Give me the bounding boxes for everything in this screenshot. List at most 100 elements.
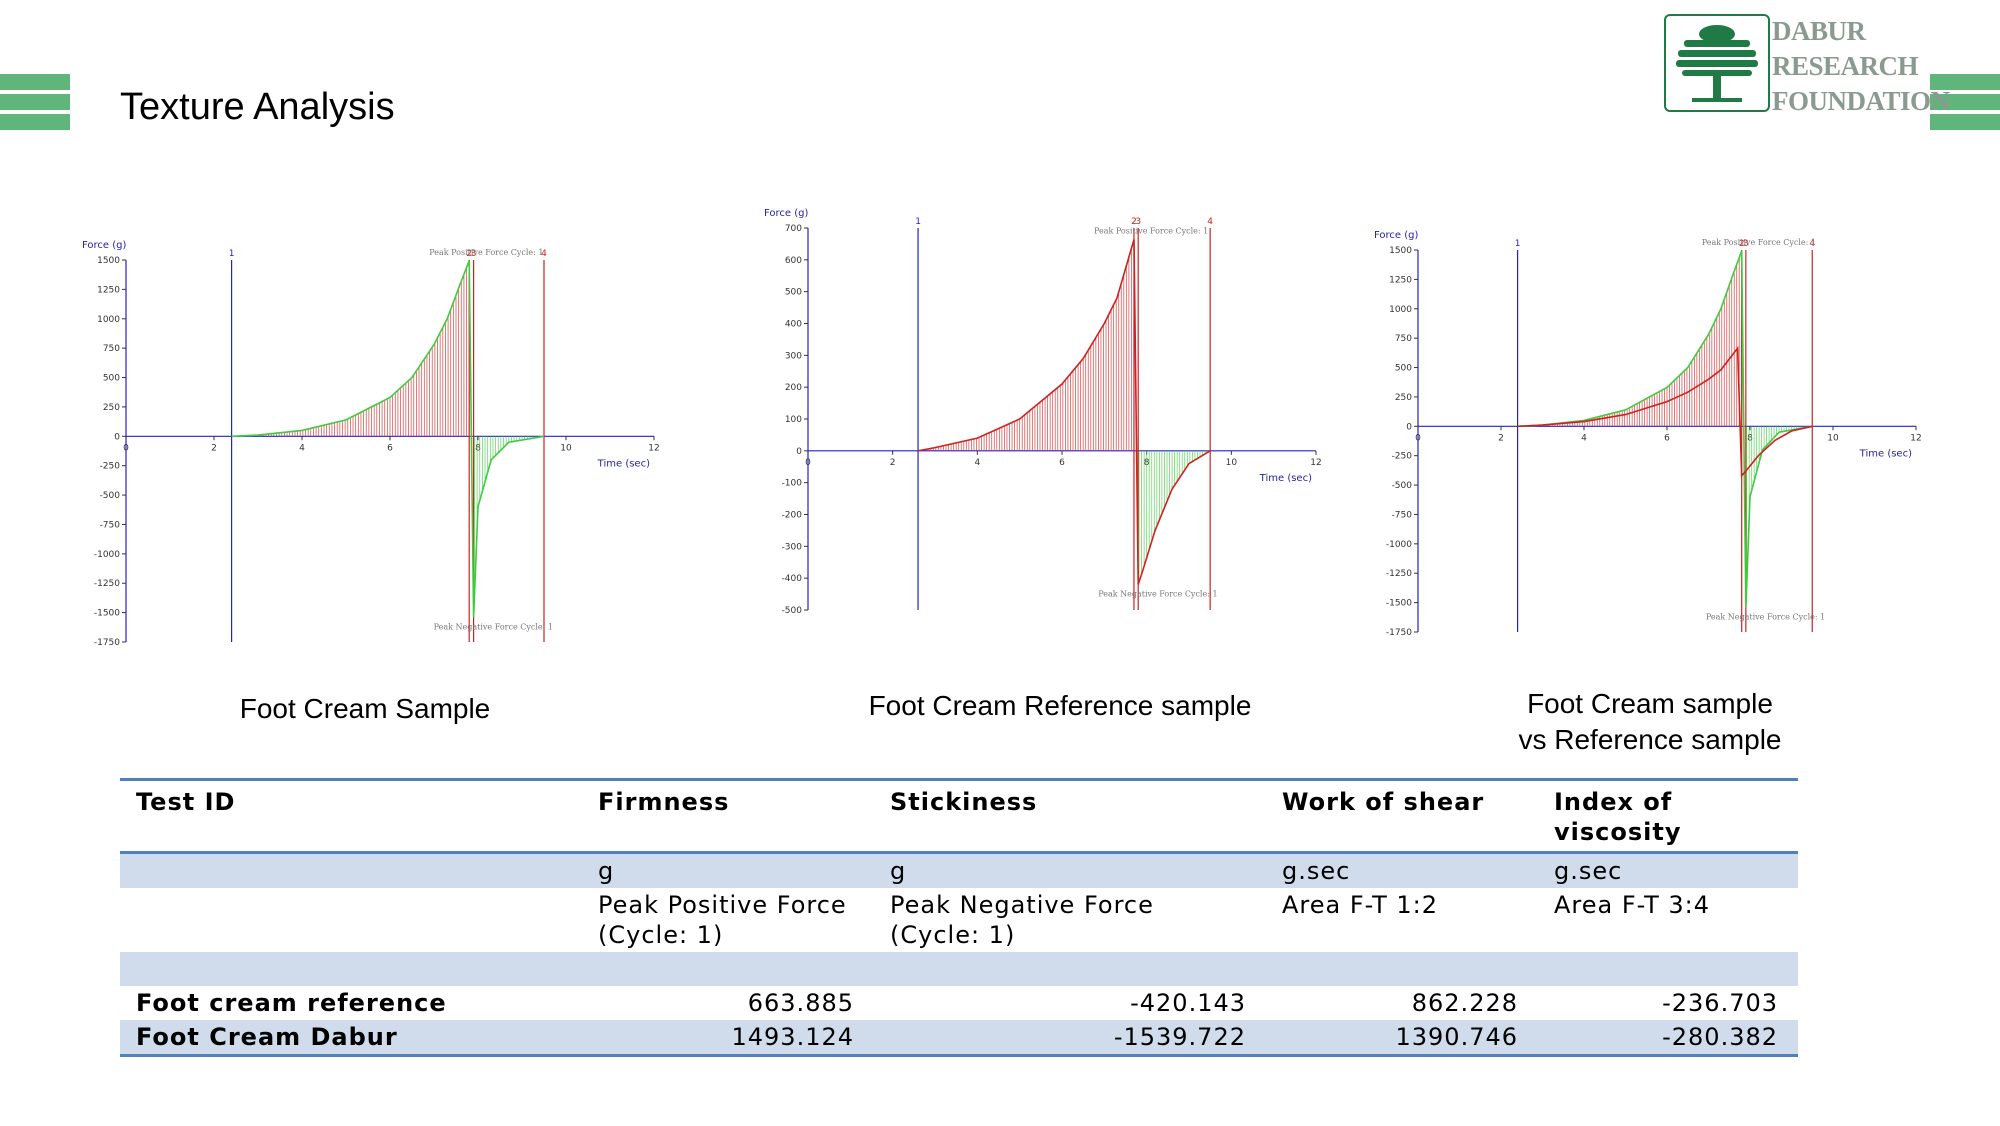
y-tick-label: 600: [785, 256, 802, 266]
y-tick-label: 500: [785, 288, 802, 298]
caption-sample-vs-reference: Foot Cream sample vs Reference sample: [1460, 686, 1840, 758]
x-tick-label: 4: [1581, 433, 1587, 443]
x-axis-label: Time (sec): [1259, 473, 1312, 484]
chart-sample-vs-reference: 1500125010007505002500-250-500-750-1000-…: [1374, 230, 1922, 638]
y-tick-label: 250: [103, 403, 120, 413]
unit-cell: [120, 852, 582, 888]
y-tick-label: -500: [1392, 481, 1413, 491]
y-tick-label: -400: [782, 574, 803, 584]
series-line: [1517, 250, 1813, 608]
header-firmness: Firmness: [582, 778, 874, 854]
header-test-id: Test ID: [120, 778, 582, 854]
y-tick-label: 1250: [1389, 275, 1412, 285]
y-tick-label: 750: [1395, 334, 1412, 344]
y-tick-label: 300: [785, 351, 802, 361]
marker-label: 1: [1515, 239, 1521, 249]
marker-label: 4: [541, 249, 547, 259]
texture-results-table: Test ID Firmness Stickiness Work of shea…: [120, 778, 1798, 1057]
x-tick-label: 8: [1747, 433, 1753, 443]
row-index-of-viscosity: -236.703: [1662, 989, 1778, 1017]
x-tick-label: 0: [123, 443, 129, 453]
marker-label: 1: [915, 217, 921, 227]
y-tick-label: 0: [114, 432, 120, 442]
caption-3-line-2: vs Reference sample: [1518, 724, 1782, 755]
x-tick-label: 2: [1498, 433, 1504, 443]
x-tick-label: 0: [805, 458, 811, 468]
left-accent-bars: [0, 74, 70, 134]
row-test-id: Foot Cream Dabur: [120, 1020, 582, 1057]
marker-label: 3: [1135, 217, 1141, 227]
x-tick-label: 12: [1310, 458, 1321, 468]
chart-foot-cream-sample: 1500125010007505002500-250-500-750-1000-…: [82, 240, 660, 648]
description-cell: Peak Negative Force (Cycle: 1): [890, 891, 1154, 949]
marker-label: 3: [471, 249, 477, 259]
y-tick-label: -1500: [94, 609, 120, 619]
peak-annotation: Peak Negative Force Cycle: 1: [434, 622, 553, 631]
header-work-of-shear: Work of shear: [1266, 778, 1538, 854]
y-tick-label: -100: [782, 479, 803, 489]
row-firmness: 663.885: [747, 989, 854, 1017]
description-cell: Peak Positive Force (Cycle: 1): [598, 891, 847, 949]
right-accent-bars: [1930, 74, 2000, 134]
y-tick-label: -1750: [94, 638, 120, 648]
y-tick-label: -1250: [1386, 569, 1412, 579]
y-tick-label: 250: [1395, 393, 1412, 403]
spacer-row: [120, 952, 1798, 986]
x-tick-label: 4: [974, 458, 980, 468]
marker-label: 2: [466, 249, 472, 259]
y-tick-label: -750: [100, 520, 121, 530]
x-tick-label: 4: [299, 443, 305, 453]
x-tick-label: 12: [648, 443, 659, 453]
y-tick-label: -750: [1392, 510, 1413, 520]
row-index-of-viscosity: -280.382: [1538, 1020, 1798, 1057]
y-axis-label: Force (g): [1374, 230, 1418, 241]
peak-annotation: Peak Negative Force Cycle: 1: [1098, 590, 1217, 599]
logo-line-3: FOUNDATION: [1772, 86, 1950, 116]
y-tick-label: 1250: [97, 285, 120, 295]
caption-3-line-1: Foot Cream sample: [1527, 688, 1773, 719]
x-tick-label: 12: [1910, 433, 1921, 443]
row-stickiness: -1539.722: [874, 1020, 1266, 1057]
marker-label: 1: [229, 249, 235, 259]
y-tick-label: 0: [796, 447, 802, 457]
y-tick-label: -1000: [94, 550, 120, 560]
y-tick-label: -1000: [1386, 540, 1412, 550]
x-tick-label: 6: [1059, 458, 1065, 468]
series-line: [1517, 346, 1813, 478]
peak-annotation: Peak Positive Force Cycle: 1: [1094, 226, 1208, 235]
series-line: [917, 239, 1211, 585]
y-tick-label: 1500: [97, 256, 120, 266]
y-tick-label: -200: [782, 511, 803, 521]
y-tick-label: -250: [1392, 452, 1413, 462]
marker-label: 4: [1809, 239, 1815, 249]
description-row: Peak Positive Force (Cycle: 1) Peak Nega…: [120, 888, 1798, 952]
description-cell: Area F-T 3:4: [1554, 891, 1711, 919]
logo-line-1: DABUR: [1772, 16, 1866, 46]
description-cell: [120, 888, 582, 952]
header-stickiness: Stickiness: [874, 778, 1266, 854]
table-header-row: Test ID Firmness Stickiness Work of shea…: [120, 778, 1798, 854]
x-tick-label: 2: [211, 443, 217, 453]
unit-cell: g.sec: [1538, 852, 1798, 888]
peak-annotation: Peak Negative Force Cycle: 1: [1706, 612, 1825, 621]
logo-line-2: RESEARCH: [1772, 51, 1919, 81]
chart-foot-cream-reference: 7006005004003002001000-100-200-300-400-5…: [764, 208, 1322, 616]
peak-annotation: Peak Positive Force Cycle: 1: [429, 248, 543, 257]
x-axis-label: Time (sec): [1859, 448, 1912, 459]
unit-cell: g.sec: [1266, 852, 1538, 888]
peak-annotation: Peak Positive Force Cycle: 1: [1702, 238, 1816, 247]
tree-icon: [1664, 14, 1770, 112]
series-line: [231, 260, 545, 618]
y-tick-label: -300: [782, 542, 803, 552]
slide-title: Texture Analysis: [120, 86, 395, 128]
x-tick-label: 10: [560, 443, 572, 453]
y-tick-label: 100: [785, 415, 802, 425]
dabur-logo: DABUR RESEARCH FOUNDATION: [1664, 14, 1950, 116]
y-axis-label: Force (g): [764, 208, 808, 219]
y-tick-label: -1750: [1386, 628, 1412, 638]
description-cell: Area F-T 1:2: [1282, 891, 1439, 919]
header-index-of-viscosity: Index of viscosity: [1538, 778, 1798, 854]
x-tick-label: 10: [1827, 433, 1839, 443]
x-tick-label: 0: [1415, 433, 1421, 443]
y-tick-label: 1000: [97, 315, 120, 325]
